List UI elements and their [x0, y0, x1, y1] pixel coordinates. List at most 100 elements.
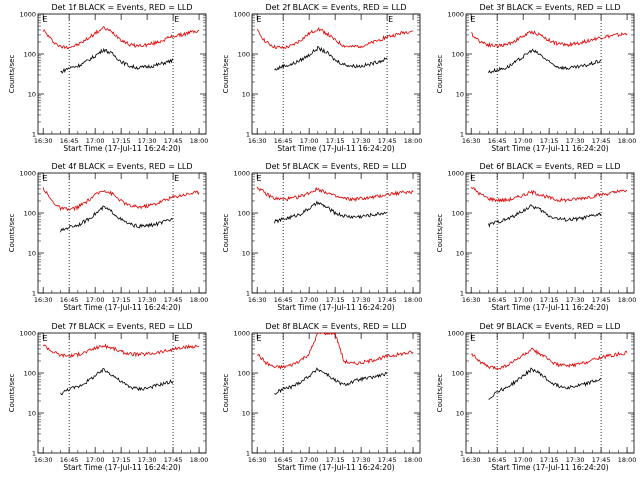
panel-title: Det 7f BLACK = Events, RED = LLD: [51, 322, 192, 331]
y-tick-label: 1: [246, 131, 250, 139]
lld-series-line: [42, 25, 200, 50]
y-tick-label: 100: [452, 210, 464, 218]
x-tick-label: 17:00: [86, 456, 105, 464]
x-tick-label: 18:00: [618, 137, 637, 145]
events-series-line: [60, 47, 174, 74]
x-axis-title: Start Time (17-Jul-11 16:24:20): [63, 144, 180, 153]
x-tick-label: 18:00: [404, 137, 423, 145]
panel-1: Det 1f BLACK = Events, RED = LLD 1 10 100 10…: [8, 3, 208, 153]
y-axis-label: Counts/sec: [8, 214, 16, 253]
y-tick-label: 100: [452, 370, 464, 378]
x-tick-label: 17:15: [326, 296, 345, 304]
x-tick-label: 17:15: [540, 137, 559, 145]
x-tick-label: 16:30: [462, 137, 481, 145]
x-tick-label: 16:45: [60, 456, 79, 464]
events-series-line: [488, 204, 602, 228]
y-tick-label: 1: [32, 290, 36, 298]
x-tick-label: 18:00: [618, 456, 637, 464]
lld-series-line: [470, 186, 628, 203]
y-axis-label: Counts/sec: [436, 214, 444, 253]
event-marker-label: E: [174, 174, 179, 183]
x-tick-label: 16:30: [248, 137, 267, 145]
plot-frame: [251, 332, 421, 454]
x-tick-label: 16:45: [60, 296, 79, 304]
y-axis-label: Counts/sec: [436, 55, 444, 94]
y-axis-label: Counts/sec: [222, 214, 230, 253]
events-series-line: [274, 45, 388, 71]
panel-5: Det 5f BLACK = Events, RED = LLD 1 10 100 10…: [222, 162, 422, 312]
y-tick-label: 1: [246, 290, 250, 298]
x-tick-label: 17:00: [86, 137, 105, 145]
y-tick-label: 100: [24, 370, 36, 378]
x-tick-label: 17:00: [514, 296, 533, 304]
y-tick-label: 10: [242, 250, 250, 258]
y-tick-label: 1: [32, 131, 36, 139]
x-tick-label: 17:30: [566, 456, 585, 464]
x-tick-label: 17:30: [138, 296, 157, 304]
x-tick-label: 17:15: [326, 456, 345, 464]
y-tick-label: 1000: [447, 11, 464, 19]
y-tick-label: 1: [32, 450, 36, 458]
x-tick-label: 17:45: [164, 456, 183, 464]
x-axis-title: Start Time (17-Jul-11 16:24:20): [63, 303, 180, 312]
y-tick-label: 10: [28, 91, 36, 99]
x-tick-label: 17:45: [164, 137, 183, 145]
x-axis-title: Start Time (17-Jul-11 16:24:20): [491, 463, 608, 472]
y-tick-label: 10: [456, 91, 464, 99]
panel-9: Det 9f BLACK = Events, RED = LLD 1 10 100 10…: [436, 322, 636, 472]
x-tick-label: 18:00: [190, 137, 209, 145]
x-tick-label: 17:15: [112, 296, 131, 304]
panel-title: Det 4f BLACK = Events, RED = LLD: [51, 162, 192, 171]
x-tick-label: 17:45: [378, 296, 397, 304]
y-axis-label: Counts/sec: [436, 374, 444, 413]
x-tick-label: 17:45: [378, 456, 397, 464]
y-tick-label: 1000: [19, 11, 36, 19]
x-tick-label: 17:00: [86, 296, 105, 304]
y-tick-label: 1000: [233, 170, 250, 178]
x-tick-label: 17:30: [566, 137, 585, 145]
panel-title: Det 6f BLACK = Events, RED = LLD: [479, 162, 620, 171]
lld-series-line: [257, 331, 414, 370]
y-tick-label: 1000: [447, 330, 464, 338]
events-series-line: [488, 367, 602, 400]
y-axis-label: Counts/sec: [8, 55, 16, 94]
y-tick-label: 1000: [19, 330, 36, 338]
panel-title: Det 8f BLACK = Events, RED = LLD: [265, 322, 406, 331]
x-tick-label: 17:15: [326, 137, 345, 145]
y-tick-label: 100: [24, 210, 36, 218]
plot-frame: [465, 13, 635, 135]
plot-frame: [251, 172, 421, 294]
y-tick-label: 100: [238, 370, 250, 378]
plot-frame: [465, 172, 635, 294]
panel-4: Det 4f BLACK = Events, RED = LLD 1 10 100 10…: [8, 162, 208, 312]
y-axis-label: Counts/sec: [222, 374, 230, 413]
x-axis-title: Start Time (17-Jul-11 16:24:20): [277, 463, 394, 472]
x-tick-label: 16:45: [60, 137, 79, 145]
plot-frame: [37, 13, 207, 135]
event-marker-label: E: [470, 15, 475, 24]
x-tick-label: 17:00: [514, 137, 533, 145]
y-tick-label: 10: [456, 250, 464, 258]
events-series-line: [274, 367, 388, 395]
y-tick-label: 1000: [447, 170, 464, 178]
events-series-line: [274, 200, 388, 224]
x-tick-label: 18:00: [404, 296, 423, 304]
x-tick-label: 17:45: [592, 456, 611, 464]
y-tick-label: 1: [246, 450, 250, 458]
x-tick-label: 16:30: [462, 296, 481, 304]
x-tick-label: 16:30: [34, 137, 53, 145]
plot-frame: [251, 13, 421, 135]
events-series-line: [488, 48, 602, 74]
x-tick-label: 17:00: [300, 137, 319, 145]
x-tick-label: 16:45: [274, 456, 293, 464]
event-marker-label: E: [470, 174, 475, 183]
x-tick-label: 17:30: [352, 137, 371, 145]
x-tick-label: 16:30: [34, 296, 53, 304]
panel-8: Det 8f BLACK = Events, RED = LLD 1 10 100 10…: [222, 322, 422, 472]
y-tick-label: 10: [28, 250, 36, 258]
panel-7: Det 7f BLACK = Events, RED = LLD 1 10 100 10…: [8, 322, 208, 472]
event-marker-label: E: [42, 334, 47, 343]
panel-6: Det 6f BLACK = Events, RED = LLD 1 10 100 10…: [436, 162, 636, 312]
event-marker-label: E: [388, 15, 393, 24]
